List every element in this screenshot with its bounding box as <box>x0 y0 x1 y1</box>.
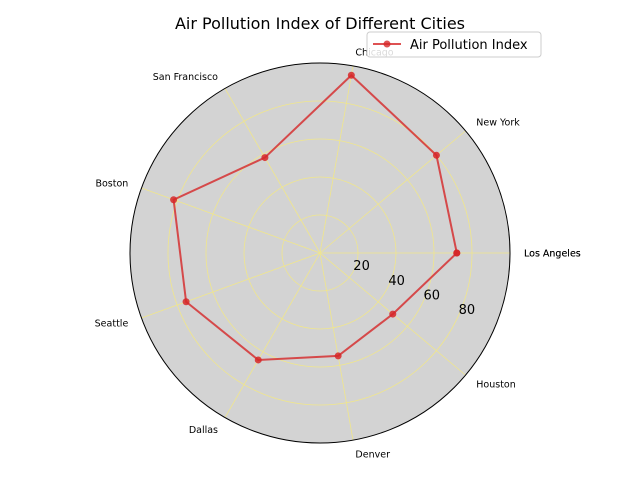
category-label: Seattle <box>95 318 129 329</box>
data-point <box>334 352 342 360</box>
legend-marker <box>383 40 391 48</box>
grid-spoke <box>224 252 321 418</box>
grid-spoke <box>224 88 321 254</box>
radial-tick-label: 80 <box>459 303 476 318</box>
category-label: Houston <box>476 380 515 391</box>
grid-spoke <box>319 65 354 254</box>
radial-tick-labels: 20 40 60 80 <box>353 259 475 318</box>
plot-frame <box>129 62 511 444</box>
category-label: Dallas <box>189 425 218 436</box>
chart-title: Air Pollution Index of Different Cities <box>175 14 465 33</box>
radial-tick-label: 40 <box>388 274 405 289</box>
category-label: San Francisco <box>153 72 218 83</box>
data-point <box>182 298 190 306</box>
legend-label: Air Pollution Index <box>410 38 528 53</box>
category-label: Denver <box>355 449 390 460</box>
radial-tick-label: 20 <box>353 259 370 274</box>
grid-spoke <box>319 130 466 254</box>
grid <box>141 65 510 441</box>
category-label: New York <box>476 117 520 128</box>
category-label: Boston <box>95 179 128 190</box>
category-label: Los Angeles <box>524 249 581 260</box>
data-point <box>254 356 262 364</box>
data-point <box>170 196 178 204</box>
data-point <box>453 249 461 257</box>
legend-box <box>366 31 542 58</box>
data-point <box>261 154 269 162</box>
category-label: Los Angeles <box>524 249 581 260</box>
legend: Air Pollution Index <box>366 31 542 58</box>
grid-spoke <box>319 252 354 441</box>
grid-spoke <box>141 252 321 319</box>
series <box>170 71 461 364</box>
data-point <box>389 310 397 318</box>
series-line <box>172 73 458 361</box>
data-point <box>347 71 355 79</box>
radial-tick-label: 60 <box>424 288 441 303</box>
data-point <box>432 151 440 159</box>
